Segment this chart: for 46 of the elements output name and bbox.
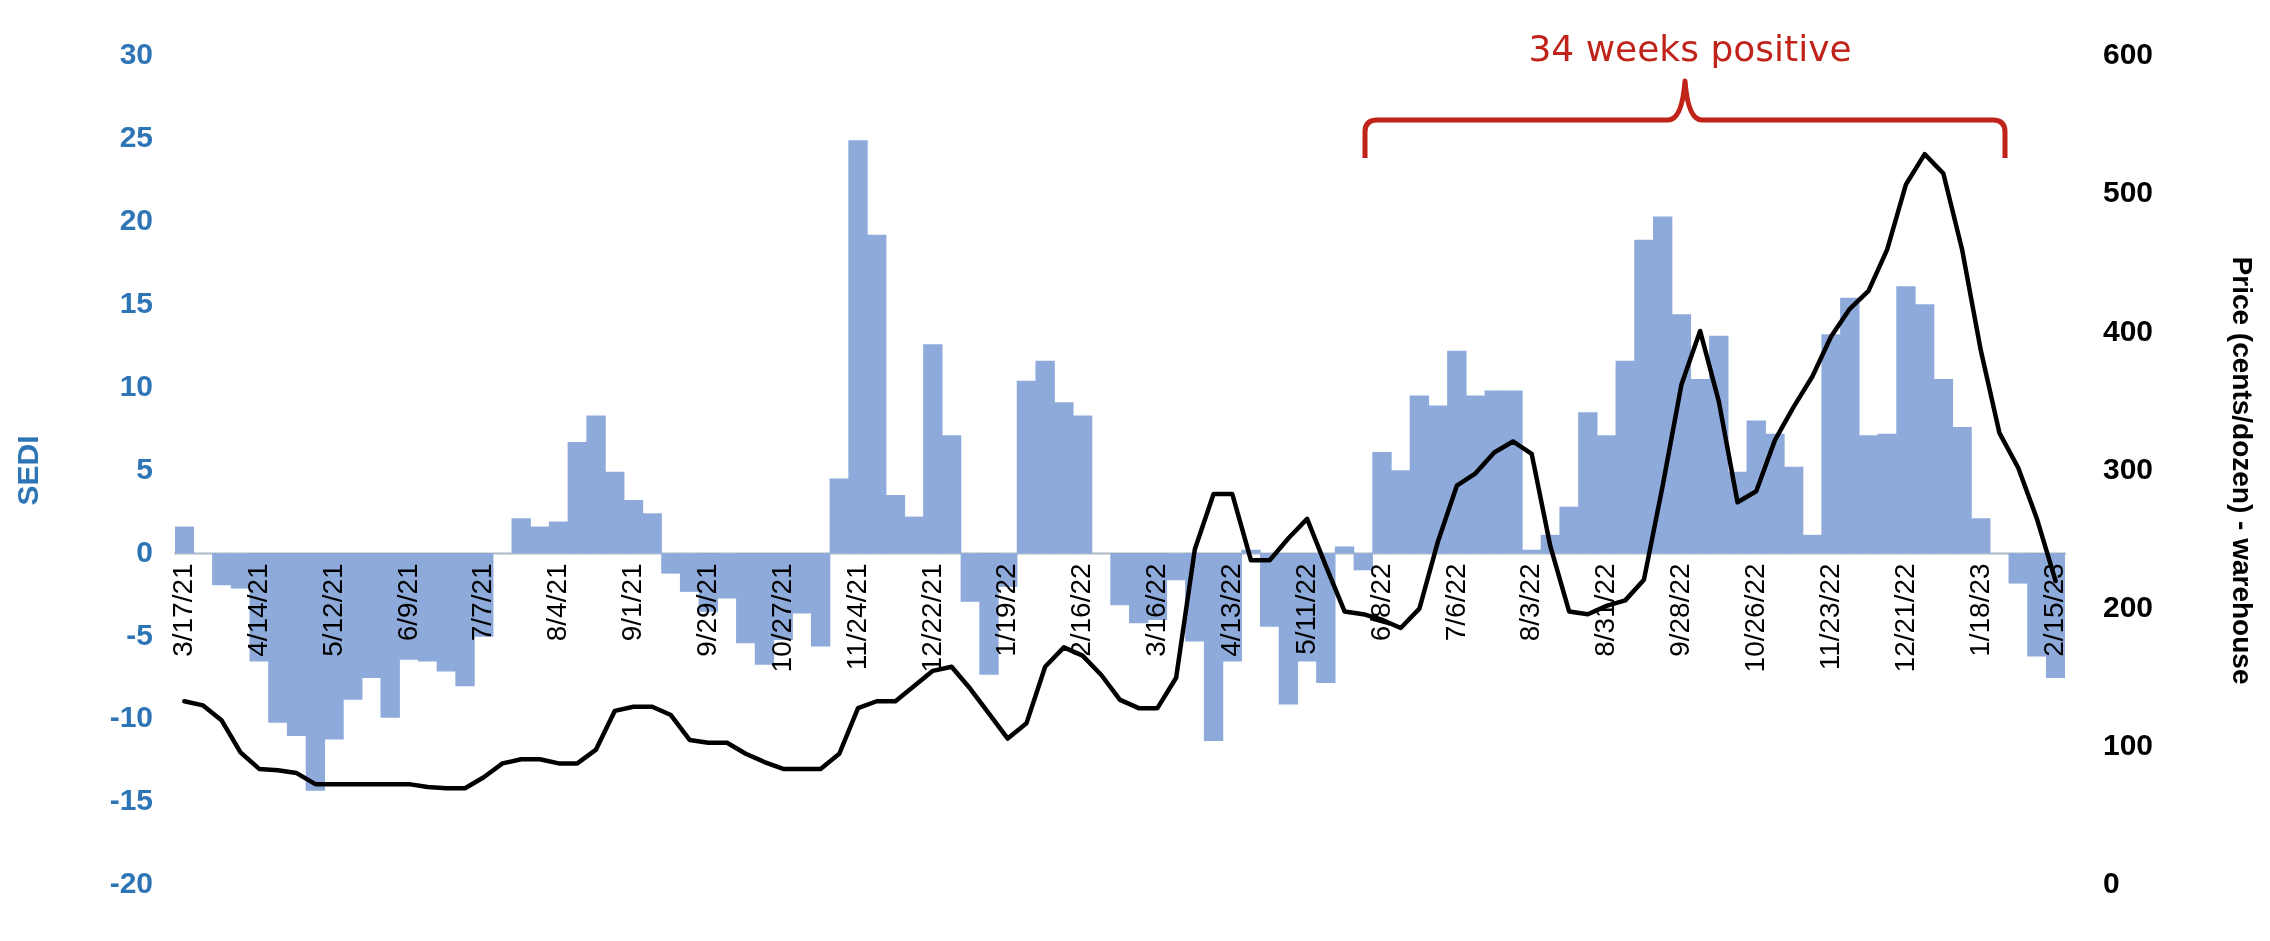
x-tick-label: 2/15/23 [2038, 563, 2070, 657]
x-tick-label: 1/19/22 [990, 563, 1022, 657]
x-tick-label: 9/28/22 [1664, 563, 1696, 657]
y2-tick-label: 200 [2103, 589, 2154, 623]
x-tick-label: 3/16/22 [1140, 563, 1172, 657]
y-tick-label: 25 [119, 120, 153, 154]
annotation: 34 weeks positive [1528, 28, 1852, 70]
y-tick-label: 20 [119, 203, 153, 237]
y-tick-label: 0 [136, 534, 153, 568]
y-tick-label: -5 [126, 617, 153, 651]
y-tick-label: 30 [119, 37, 153, 71]
y2-tick-label: 0 [2103, 866, 2120, 900]
x-tick-label: 9/29/21 [691, 563, 723, 657]
y2-tick-label: 600 [2103, 37, 2154, 71]
x-tick-label: 4/14/21 [241, 563, 273, 657]
y-tick-label: 10 [119, 368, 153, 402]
x-tick-label: 2/16/22 [1065, 563, 1097, 657]
x-tick-label: 5/11/22 [1289, 563, 1321, 655]
y2-tick-label: 100 [2103, 728, 2154, 762]
y2-tick-label: 300 [2103, 451, 2154, 485]
x-tick-label: 4/13/22 [1215, 563, 1246, 657]
y-tick-label: 5 [136, 451, 153, 485]
y-tick-label: -15 [109, 783, 153, 817]
y2-tick-label: 400 [2103, 313, 2154, 347]
x-tick-label: 8/31/22 [1589, 563, 1621, 657]
x-tick-label: 5/12/21 [316, 563, 348, 657]
x-tick-label: 7/7/21 [466, 563, 498, 642]
x-tick-label: 11/24/21 [840, 563, 872, 671]
x-tick-label: 8/4/21 [541, 563, 573, 642]
y-axis-title: SEDI [11, 435, 45, 506]
x-tick-label: 1/18/23 [1963, 563, 1995, 657]
x-tick-label: 12/22/21 [915, 563, 947, 673]
y-tick-label: 15 [119, 285, 153, 319]
x-tick-label: 11/23/22 [1813, 563, 1845, 671]
x-tick-label: 6/9/21 [391, 563, 423, 642]
y2-tick-label: 500 [2103, 175, 2154, 209]
x-tick-label: 9/1/21 [616, 563, 648, 642]
y-tick-label: -10 [109, 700, 153, 734]
y-tick-label: -20 [109, 866, 153, 900]
x-tick-label: 3/17/21 [167, 563, 199, 657]
x-tick-label: 12/21/22 [1888, 563, 1920, 673]
x-tick-label: 8/3/22 [1514, 563, 1546, 642]
x-tick-label: 10/26/22 [1738, 563, 1770, 673]
x-tick-label: 10/27/21 [765, 563, 797, 673]
y2-axis-title: Price (cents/dozen) - warehouse [2227, 256, 2259, 685]
x-tick-label: 7/6/22 [1439, 563, 1471, 642]
